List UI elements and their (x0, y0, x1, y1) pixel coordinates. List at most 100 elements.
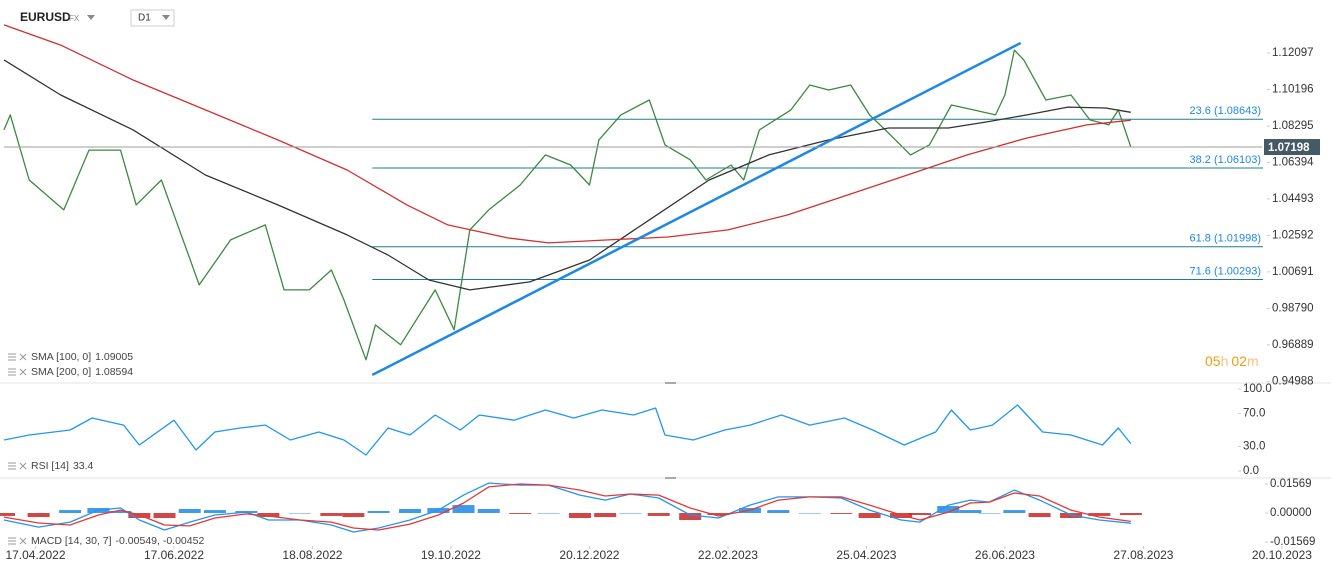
trendline (371, 41, 1022, 377)
x-tick-label: 17.06.2022 (144, 548, 204, 562)
y-tick-label: 100.0 (1243, 383, 1272, 395)
price-line (3, 49, 1132, 361)
legend-icon (8, 368, 27, 376)
histogram-bar (1119, 513, 1142, 516)
x-tick-label: 27.08.2023 (1113, 548, 1173, 562)
legend-value: 1.08594 (95, 366, 133, 378)
interval[interactable]: D1 (138, 13, 151, 24)
fib-label: 61.8 (1.01998) (1189, 233, 1261, 245)
histogram-bar (59, 510, 82, 514)
legend-icon (8, 353, 27, 361)
histogram-bar (399, 508, 422, 514)
histogram-bar (569, 513, 592, 518)
timer-part: h (1221, 353, 1229, 369)
legend-name: SMA [100, 0] (31, 351, 91, 363)
histogram-bar (0, 513, 15, 516)
legend-entry: MACD [14, 30, 7] -0.00549, -0.00452 (31, 535, 204, 547)
fib-label: 71.6 (1.00293) (1189, 265, 1261, 277)
fib-label: 38.2 (1.06103) (1189, 154, 1261, 166)
timer-part: 05 (1205, 353, 1221, 369)
x-tick-label: 25.04.2023 (836, 548, 896, 562)
histogram-bar (1088, 513, 1111, 516)
symbol-dropdown[interactable] (87, 15, 95, 20)
histogram-bar (594, 513, 617, 518)
legend-entry: SMA [100, 0] 1.09005 (31, 351, 133, 363)
indicator-line (3, 24, 1131, 244)
market: FX (69, 14, 80, 23)
icon-close (19, 537, 27, 545)
histogram-bar (452, 505, 475, 514)
legend-name: MACD [14, 30, 7] (31, 535, 112, 547)
histogram-bar (320, 513, 343, 516)
x-tick-label: 17.04.2022 (5, 548, 65, 562)
timer-part: 02 (1231, 353, 1247, 369)
y-tick-label: 0.98790 (1272, 302, 1314, 314)
y-tick-label: 0.00000 (1270, 507, 1312, 519)
legend-name: RSI [14] (31, 460, 69, 472)
histogram-bar (288, 513, 311, 514)
histogram-bar (367, 510, 390, 514)
price-tag-label: 1.07198 (1268, 142, 1310, 154)
y-tick-label: 0.0 (1243, 465, 1259, 477)
histogram-bar (27, 513, 50, 518)
histogram-bar (509, 513, 532, 514)
symbol[interactable]: EURUSD (20, 10, 71, 24)
legend-icon (8, 537, 27, 545)
y-tick-label: 1.02592 (1272, 229, 1314, 241)
histogram-bar (767, 510, 790, 514)
histogram-bar (858, 513, 881, 518)
y-tick-label: 1.08295 (1272, 120, 1314, 132)
y-tick-label: 30.0 (1243, 440, 1265, 452)
icon-close (19, 462, 27, 470)
histogram-bar (342, 513, 365, 518)
y-tick-label: 0.01569 (1270, 478, 1312, 490)
icon-close (19, 353, 27, 361)
histogram-bar (203, 510, 226, 514)
interval-dropdown[interactable] (162, 15, 170, 20)
histogram-bar (619, 513, 642, 514)
x-tick-label: 20.12.2022 (559, 548, 619, 562)
x-tick-label: 19.10.2022 (421, 548, 481, 562)
y-tick-label: 0.94988 (1272, 375, 1314, 387)
x-tick-label: 26.06.2023 (975, 548, 1035, 562)
histogram-bar (707, 513, 730, 516)
legend-icon (8, 462, 27, 470)
x-tick-label: 22.02.2023 (698, 548, 758, 562)
histogram-bar (679, 513, 702, 521)
legend-name: SMA [200, 0] (31, 366, 91, 378)
y-tick-label: 0.96889 (1272, 339, 1314, 351)
histogram-bar (1028, 513, 1051, 518)
histogram-bar (537, 513, 560, 514)
y-tick-label: -0.01569 (1270, 536, 1315, 548)
legend-value: -0.00549, -0.00452 (116, 535, 205, 547)
price-tag (1264, 139, 1320, 156)
x-tick-label: 18.08.2022 (282, 548, 342, 562)
histogram-bar (153, 513, 176, 518)
histogram-bar (1003, 510, 1026, 514)
histogram-bar (477, 508, 500, 514)
histogram-bar (178, 508, 201, 514)
histogram-bar (830, 513, 853, 514)
y-tick-label: 1.00691 (1272, 266, 1314, 278)
timer-part: m (1247, 353, 1259, 369)
legend-entry: RSI [14] 33.4 (31, 460, 94, 472)
icon-close (19, 368, 27, 376)
x-tick-label: 20.10.2023 (1252, 548, 1312, 562)
y-tick-label: 1.10196 (1272, 84, 1314, 96)
legend-value: 1.09005 (95, 351, 133, 363)
histogram-bar (959, 510, 982, 514)
histogram-bar (937, 505, 960, 514)
histogram-bar (798, 513, 821, 514)
legend-value: 33.4 (73, 460, 94, 472)
histogram-bar (978, 513, 1001, 514)
histogram-bar (257, 513, 280, 518)
y-tick-label: 1.06394 (1272, 156, 1314, 168)
histogram-bar (908, 513, 931, 516)
histogram-bar (109, 510, 132, 514)
legend-entry: SMA [200, 0] 1.08594 (31, 366, 133, 378)
y-tick-label: 1.12097 (1272, 47, 1314, 59)
interval-box[interactable] (130, 9, 175, 27)
